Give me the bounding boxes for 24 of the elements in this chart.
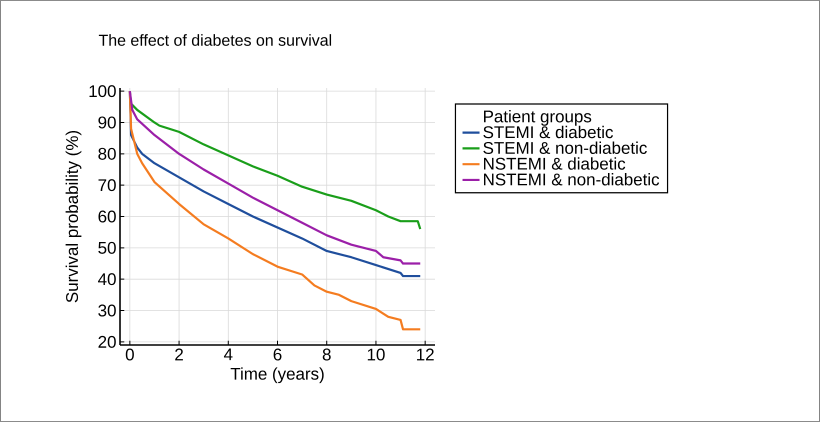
x-tick-label: 10 (368, 348, 385, 361)
y-tick-label: 50 (98, 242, 116, 254)
x-axis-title: Time (years) (230, 367, 324, 384)
legend-label: NSTEMI & diabetic (484, 157, 626, 170)
y-tick-label: 40 (98, 273, 116, 286)
y-axis-title: Survival probability (%) (66, 131, 82, 302)
y-tick-label: 90 (98, 116, 116, 128)
x-tick-label: 6 (274, 348, 282, 361)
x-tick-label: 8 (322, 348, 331, 361)
x-tick-label: 12 (417, 348, 434, 360)
y-tick-label: 70 (98, 179, 116, 192)
y-tick-label: 60 (98, 210, 116, 223)
legend-title: Patient groups (484, 110, 592, 126)
x-tick-label: 4 (224, 348, 232, 360)
y-tick-label: 30 (98, 304, 116, 317)
y-tick-label: 80 (98, 148, 116, 160)
x-tick-label: 0 (126, 348, 134, 361)
chart-title: The effect of diabetes on survival (98, 34, 332, 46)
y-tick-label: 100 (90, 85, 116, 98)
legend-label: STEMI & non-diabetic (483, 142, 647, 154)
legend-label: STEMI & diabetic (483, 126, 613, 138)
x-tick-label: 2 (175, 348, 183, 360)
y-tick-label: 20 (98, 336, 116, 348)
legend-label: NSTEMI & non-diabetic (484, 173, 660, 186)
